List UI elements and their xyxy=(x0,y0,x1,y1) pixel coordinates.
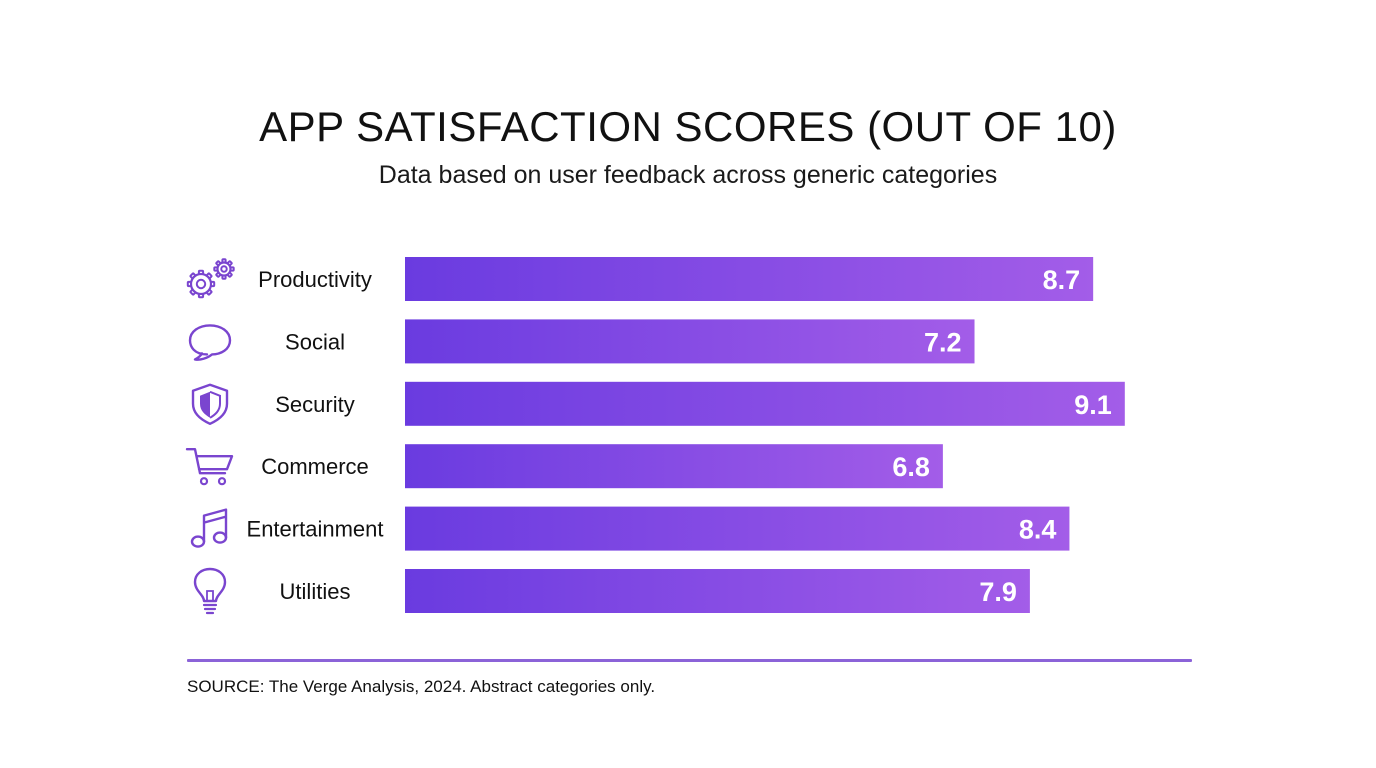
category-label-social: Social xyxy=(285,329,345,354)
category-labels-layer: Productivity Social Security Commerce Entert… xyxy=(247,267,384,604)
icons-layer xyxy=(185,258,235,615)
category-label-utilities: Utilities xyxy=(280,579,351,604)
gears-icon xyxy=(186,258,235,299)
value-label-entertainment: 8.4 xyxy=(1019,515,1057,545)
chart-title: APP SATISFACTION SCORES (OUT OF 10) xyxy=(259,103,1117,150)
shield-icon xyxy=(191,383,229,425)
shopping-cart-icon xyxy=(185,448,234,486)
chart-subtitle: Data based on user feedback across gener… xyxy=(378,161,998,189)
bar-entertainment xyxy=(405,506,1070,551)
category-label-commerce: Commerce xyxy=(261,454,369,479)
bar-social xyxy=(405,319,975,364)
footer-divider xyxy=(187,659,1192,662)
category-label-entertainment: Entertainment xyxy=(247,517,384,542)
source-note: SOURCE: The Verge Analysis, 2024. Abstra… xyxy=(187,677,656,696)
value-label-utilities: 7.9 xyxy=(979,577,1017,607)
bar-productivity xyxy=(405,257,1094,301)
speech-bubble-icon xyxy=(188,324,232,361)
category-label-productivity: Productivity xyxy=(258,267,372,292)
lightbulb-icon xyxy=(193,567,227,615)
value-label-social: 7.2 xyxy=(924,327,962,357)
category-label-security: Security xyxy=(275,392,354,417)
bar-security xyxy=(405,381,1125,426)
bar-utilities xyxy=(405,569,1030,613)
value-label-productivity: 8.7 xyxy=(1043,265,1081,295)
value-label-security: 9.1 xyxy=(1074,390,1112,420)
bars-layer: 8.7 7.2 9.1 6.8 8.4 7.9 xyxy=(405,257,1125,613)
bar-commerce xyxy=(405,444,943,489)
music-note-icon xyxy=(190,508,228,548)
value-label-commerce: 6.8 xyxy=(892,452,930,482)
